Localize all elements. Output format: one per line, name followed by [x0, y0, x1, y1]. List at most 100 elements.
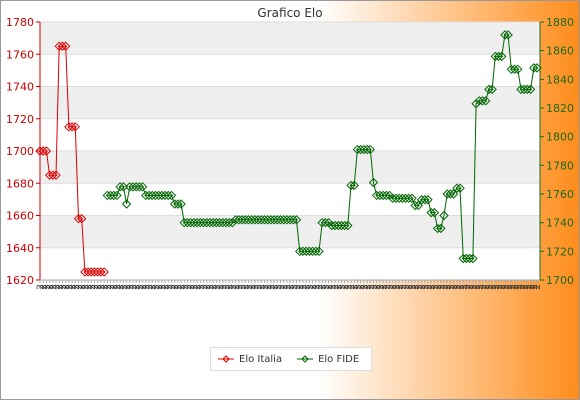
x-axis-tick-label: 2 [434, 284, 444, 290]
right-axis-tick-label: 1800 [546, 131, 574, 144]
data-point-elo-fide [464, 253, 475, 264]
data-point-elo-fide [461, 253, 472, 264]
x-axis-tick-label: 2 [167, 284, 177, 290]
x-axis-tick-label: 2 [437, 284, 447, 290]
x-axis-tick-label: 2 [376, 284, 386, 290]
data-point-elo-fide [169, 199, 180, 209]
right-axis-tick-label: 1760 [546, 188, 574, 201]
data-point-elo-fide [368, 177, 379, 188]
right-axis-tick-label: 1820 [546, 102, 574, 115]
x-axis-tick-label: 2 [299, 284, 309, 290]
left-axis-tick-label: 1760 [6, 48, 34, 61]
data-point-elo-fide [394, 193, 404, 204]
x-axis-tick-label: 2 [36, 284, 46, 290]
left-axis-tick-label: 1620 [6, 274, 34, 287]
x-axis-tick-label: 2 [450, 284, 460, 290]
data-point-elo-fide [484, 84, 494, 95]
x-axis-tick-label: 2 [270, 284, 280, 290]
left-axis-tick-label: 1700 [6, 145, 34, 158]
x-axis-tick-label: 2 [84, 284, 94, 290]
data-point-elo-italia [57, 41, 68, 51]
data-point-elo-fide [448, 189, 459, 199]
x-axis-tick-label: 2 [337, 284, 347, 290]
x-axis-tick-label: 2 [498, 284, 508, 290]
x-axis-tick-label: 2 [235, 284, 245, 290]
x-axis-tick-label: 2 [203, 284, 213, 290]
data-point-elo-italia [86, 267, 97, 277]
x-axis-tick-label: 2 [402, 284, 412, 290]
x-axis-tick-label: 2 [472, 284, 482, 290]
x-axis-tick-label: 2 [254, 284, 264, 290]
x-axis-tick-label: 2 [126, 284, 136, 290]
data-point-elo-fide [234, 215, 244, 225]
data-point-elo-fide [525, 84, 536, 95]
data-point-elo-fide [147, 190, 157, 201]
data-point-elo-fide [112, 190, 122, 201]
data-point-elo-fide [432, 223, 443, 234]
x-axis-tick-label: 2 [52, 284, 62, 290]
data-point-elo-fide [381, 190, 392, 201]
x-axis-tick-label: 2 [511, 284, 521, 290]
data-point-elo-fide [333, 220, 343, 231]
data-point-elo-fide [349, 180, 359, 191]
x-axis-ticks: 2222222222222222222222222222222222222222… [36, 280, 543, 290]
data-point-elo-italia [89, 267, 100, 277]
x-axis-tick-label: 2 [379, 284, 389, 290]
x-axis-tick-label: 2 [395, 284, 405, 290]
data-point-elo-fide [278, 215, 289, 225]
data-point-elo-fide [509, 64, 520, 75]
x-axis-tick-label: 2 [103, 284, 113, 290]
data-point-elo-fide [266, 215, 276, 225]
data-point-elo-fide [221, 217, 231, 228]
x-axis-tick-label: 2 [328, 284, 338, 290]
x-axis-tick-label: 2 [462, 284, 472, 290]
x-axis-tick-label: 2 [251, 284, 261, 290]
x-axis-tick-label: 2 [344, 284, 354, 290]
data-point-elo-fide [388, 193, 398, 204]
data-point-elo-fide [529, 63, 539, 73]
left-axis-tick-label: 1640 [6, 242, 34, 255]
x-axis-tick-label: 2 [414, 284, 424, 290]
legend-item-elo-fide[interactable]: Elo FIDE [296, 354, 359, 365]
data-point-elo-fide [189, 217, 199, 228]
x-axis-tick-label: 2 [151, 284, 161, 290]
x-axis-tick-label: 2 [58, 284, 68, 290]
data-point-elo-fide [474, 96, 484, 106]
x-axis-tick-label: 2 [485, 284, 495, 290]
data-point-elo-fide [413, 200, 424, 211]
x-axis-tick-label: 2 [238, 284, 248, 290]
data-point-elo-fide [416, 195, 427, 205]
data-point-elo-fide [497, 51, 507, 62]
right-axis-tick-label: 1880 [546, 16, 574, 29]
data-point-elo-fide [282, 215, 292, 225]
x-axis-tick-label: 2 [68, 284, 78, 290]
data-point-elo-fide [493, 51, 504, 62]
data-point-elo-italia [73, 214, 84, 224]
data-point-elo-italia [96, 267, 106, 277]
data-point-elo-fide [163, 190, 173, 201]
x-axis-tick-label: 2 [273, 284, 283, 290]
x-axis-tick-label: 2 [427, 284, 437, 290]
data-point-elo-italia [41, 146, 52, 156]
data-point-elo-fide [269, 215, 279, 225]
data-point-elo-fide [391, 193, 401, 204]
data-point-elo-fide [304, 246, 315, 257]
data-point-elo-fide [378, 190, 388, 201]
legend-item-elo-italia[interactable]: Elo Italia [217, 354, 282, 365]
x-axis-tick-label: 2 [475, 284, 485, 290]
x-axis-tick-label: 2 [424, 284, 434, 290]
x-axis-tick-label: 2 [392, 284, 402, 290]
data-point-elo-fide [404, 193, 414, 204]
x-axis-tick-label: 2 [421, 284, 431, 290]
x-axis-tick-label: 2 [507, 284, 517, 290]
data-point-elo-fide [118, 182, 129, 192]
data-point-elo-italia [83, 267, 93, 277]
data-point-elo-italia [51, 170, 61, 180]
x-axis-tick-label: 2 [161, 284, 171, 290]
data-point-elo-fide [131, 182, 141, 192]
x-axis-tick-label: 2 [373, 284, 383, 290]
right-axis-tick-label: 1700 [546, 274, 574, 287]
data-point-elo-fide [237, 215, 247, 225]
data-point-elo-fide [336, 220, 347, 231]
data-point-elo-italia [54, 41, 64, 51]
